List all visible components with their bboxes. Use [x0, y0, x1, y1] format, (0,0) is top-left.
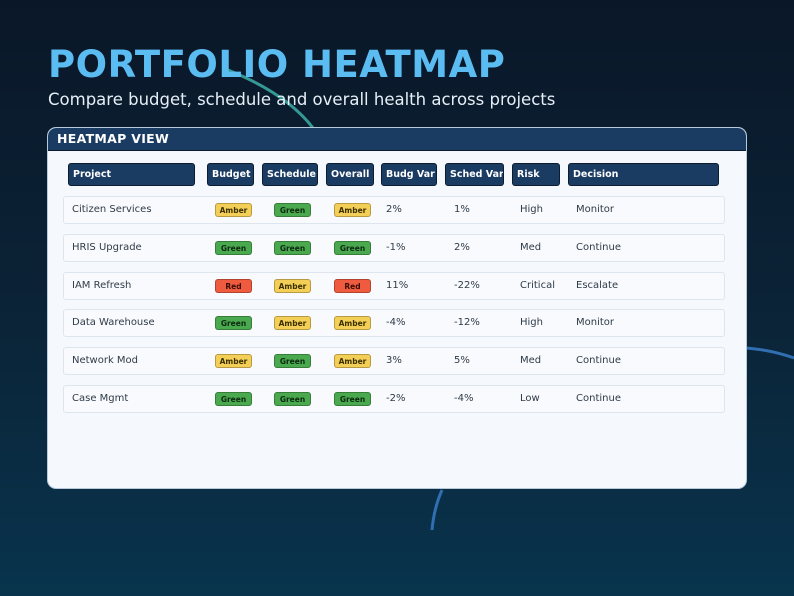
cell-budget-variance: -2%	[386, 393, 406, 404]
cell-risk: High	[520, 317, 543, 329]
cell-decision: Continue	[576, 355, 621, 367]
schedule-status-badge: Amber	[274, 278, 311, 293]
schedule-status-badge: Green	[274, 203, 311, 217]
cell-decision: Continue	[576, 241, 621, 253]
table-row[interactable]: IAM Refresh 11% -22% Critical Escalate Red Amb…	[63, 271, 725, 300]
cell-project: Case Mgmt	[72, 393, 129, 404]
cell-schedule-variance: 1%	[454, 204, 470, 215]
budget-status-badge: Green	[215, 316, 252, 331]
table-row[interactable]: HRIS Upgrade -1% 2% Med Continue Green Green Gr…	[63, 233, 725, 262]
heatmap-panel: HEATMAP VIEW Project Budget Schedule Ove…	[48, 128, 746, 488]
table-row[interactable]: Network Mod 3% 5% Med Continue Amber Green Ambe…	[63, 347, 725, 376]
teal-arc	[227, 68, 318, 133]
cell-budget-variance: -1%	[386, 241, 406, 253]
schedule-status-badge: Green	[274, 392, 311, 406]
table-row[interactable]: Data Warehouse -4% -12% High Monitor Green Amb…	[63, 309, 725, 338]
column-header-budg-var[interactable]: Budg Var	[381, 163, 437, 186]
schedule-status-badge: Amber	[274, 316, 311, 331]
cell-risk: Med	[520, 241, 542, 253]
overall-status-badge: Amber	[334, 354, 371, 369]
cell-decision: Continue	[576, 393, 621, 404]
cell-decision: Monitor	[576, 204, 615, 215]
table-row[interactable]: Citizen Services 2% 1% High Monitor Amber Gree…	[63, 196, 725, 224]
cell-schedule-variance: 2%	[454, 241, 470, 253]
blue-arc-right	[745, 346, 794, 360]
budget-status-badge: Red	[215, 278, 252, 293]
cell-risk: Med	[520, 355, 542, 367]
column-header-risk[interactable]: Risk	[512, 163, 560, 186]
blue-arc-bottom	[430, 489, 444, 531]
overall-status-badge: Green	[334, 240, 371, 255]
column-header-decision[interactable]: Decision	[568, 163, 719, 186]
budget-status-badge: Green	[215, 392, 252, 406]
overall-status-badge: Red	[334, 278, 371, 293]
cell-project: HRIS Upgrade	[72, 241, 142, 253]
budget-status-badge: Amber	[215, 354, 252, 369]
cell-risk: Critical	[520, 279, 555, 291]
cell-budget-variance: 3%	[386, 355, 402, 367]
cell-budget-variance: 2%	[386, 204, 402, 215]
cell-budget-variance: 11%	[386, 279, 409, 291]
cell-decision: Monitor	[576, 317, 615, 329]
panel-title: HEATMAP VIEW	[48, 128, 746, 151]
column-header-schedule[interactable]: Schedule	[262, 163, 318, 186]
schedule-status-badge: Green	[274, 354, 311, 369]
cell-project: Network Mod	[72, 355, 139, 367]
cell-schedule-variance: 5%	[454, 355, 470, 367]
budget-status-badge: Green	[215, 240, 252, 255]
cell-schedule-variance: -22%	[454, 279, 480, 291]
cell-schedule-variance: -4%	[454, 393, 474, 404]
cell-schedule-variance: -12%	[454, 317, 480, 329]
table-row[interactable]: Case Mgmt -2% -4% Low Continue Green Green Gree…	[63, 385, 725, 413]
page-subtitle: Compare budget, schedule and overall hea…	[48, 90, 556, 109]
column-header-overall[interactable]: Overall	[326, 163, 374, 186]
cell-decision: Escalate	[576, 279, 619, 291]
cell-risk: High	[520, 204, 543, 215]
overall-status-badge: Green	[334, 392, 371, 406]
column-header-sched-var[interactable]: Sched Var	[445, 163, 504, 186]
overall-status-badge: Amber	[334, 203, 371, 217]
column-header-project[interactable]: Project	[68, 163, 195, 186]
cell-project: IAM Refresh	[72, 279, 132, 291]
cell-project: Citizen Services	[72, 204, 152, 215]
budget-status-badge: Amber	[215, 203, 252, 217]
overall-status-badge: Amber	[334, 316, 371, 331]
cell-budget-variance: -4%	[386, 317, 406, 329]
page-title: PORTFOLIO HEATMAP	[48, 43, 506, 86]
cell-risk: Low	[520, 393, 540, 404]
schedule-status-badge: Green	[274, 240, 311, 255]
column-header-budget[interactable]: Budget	[207, 163, 254, 186]
cell-project: Data Warehouse	[72, 317, 155, 329]
